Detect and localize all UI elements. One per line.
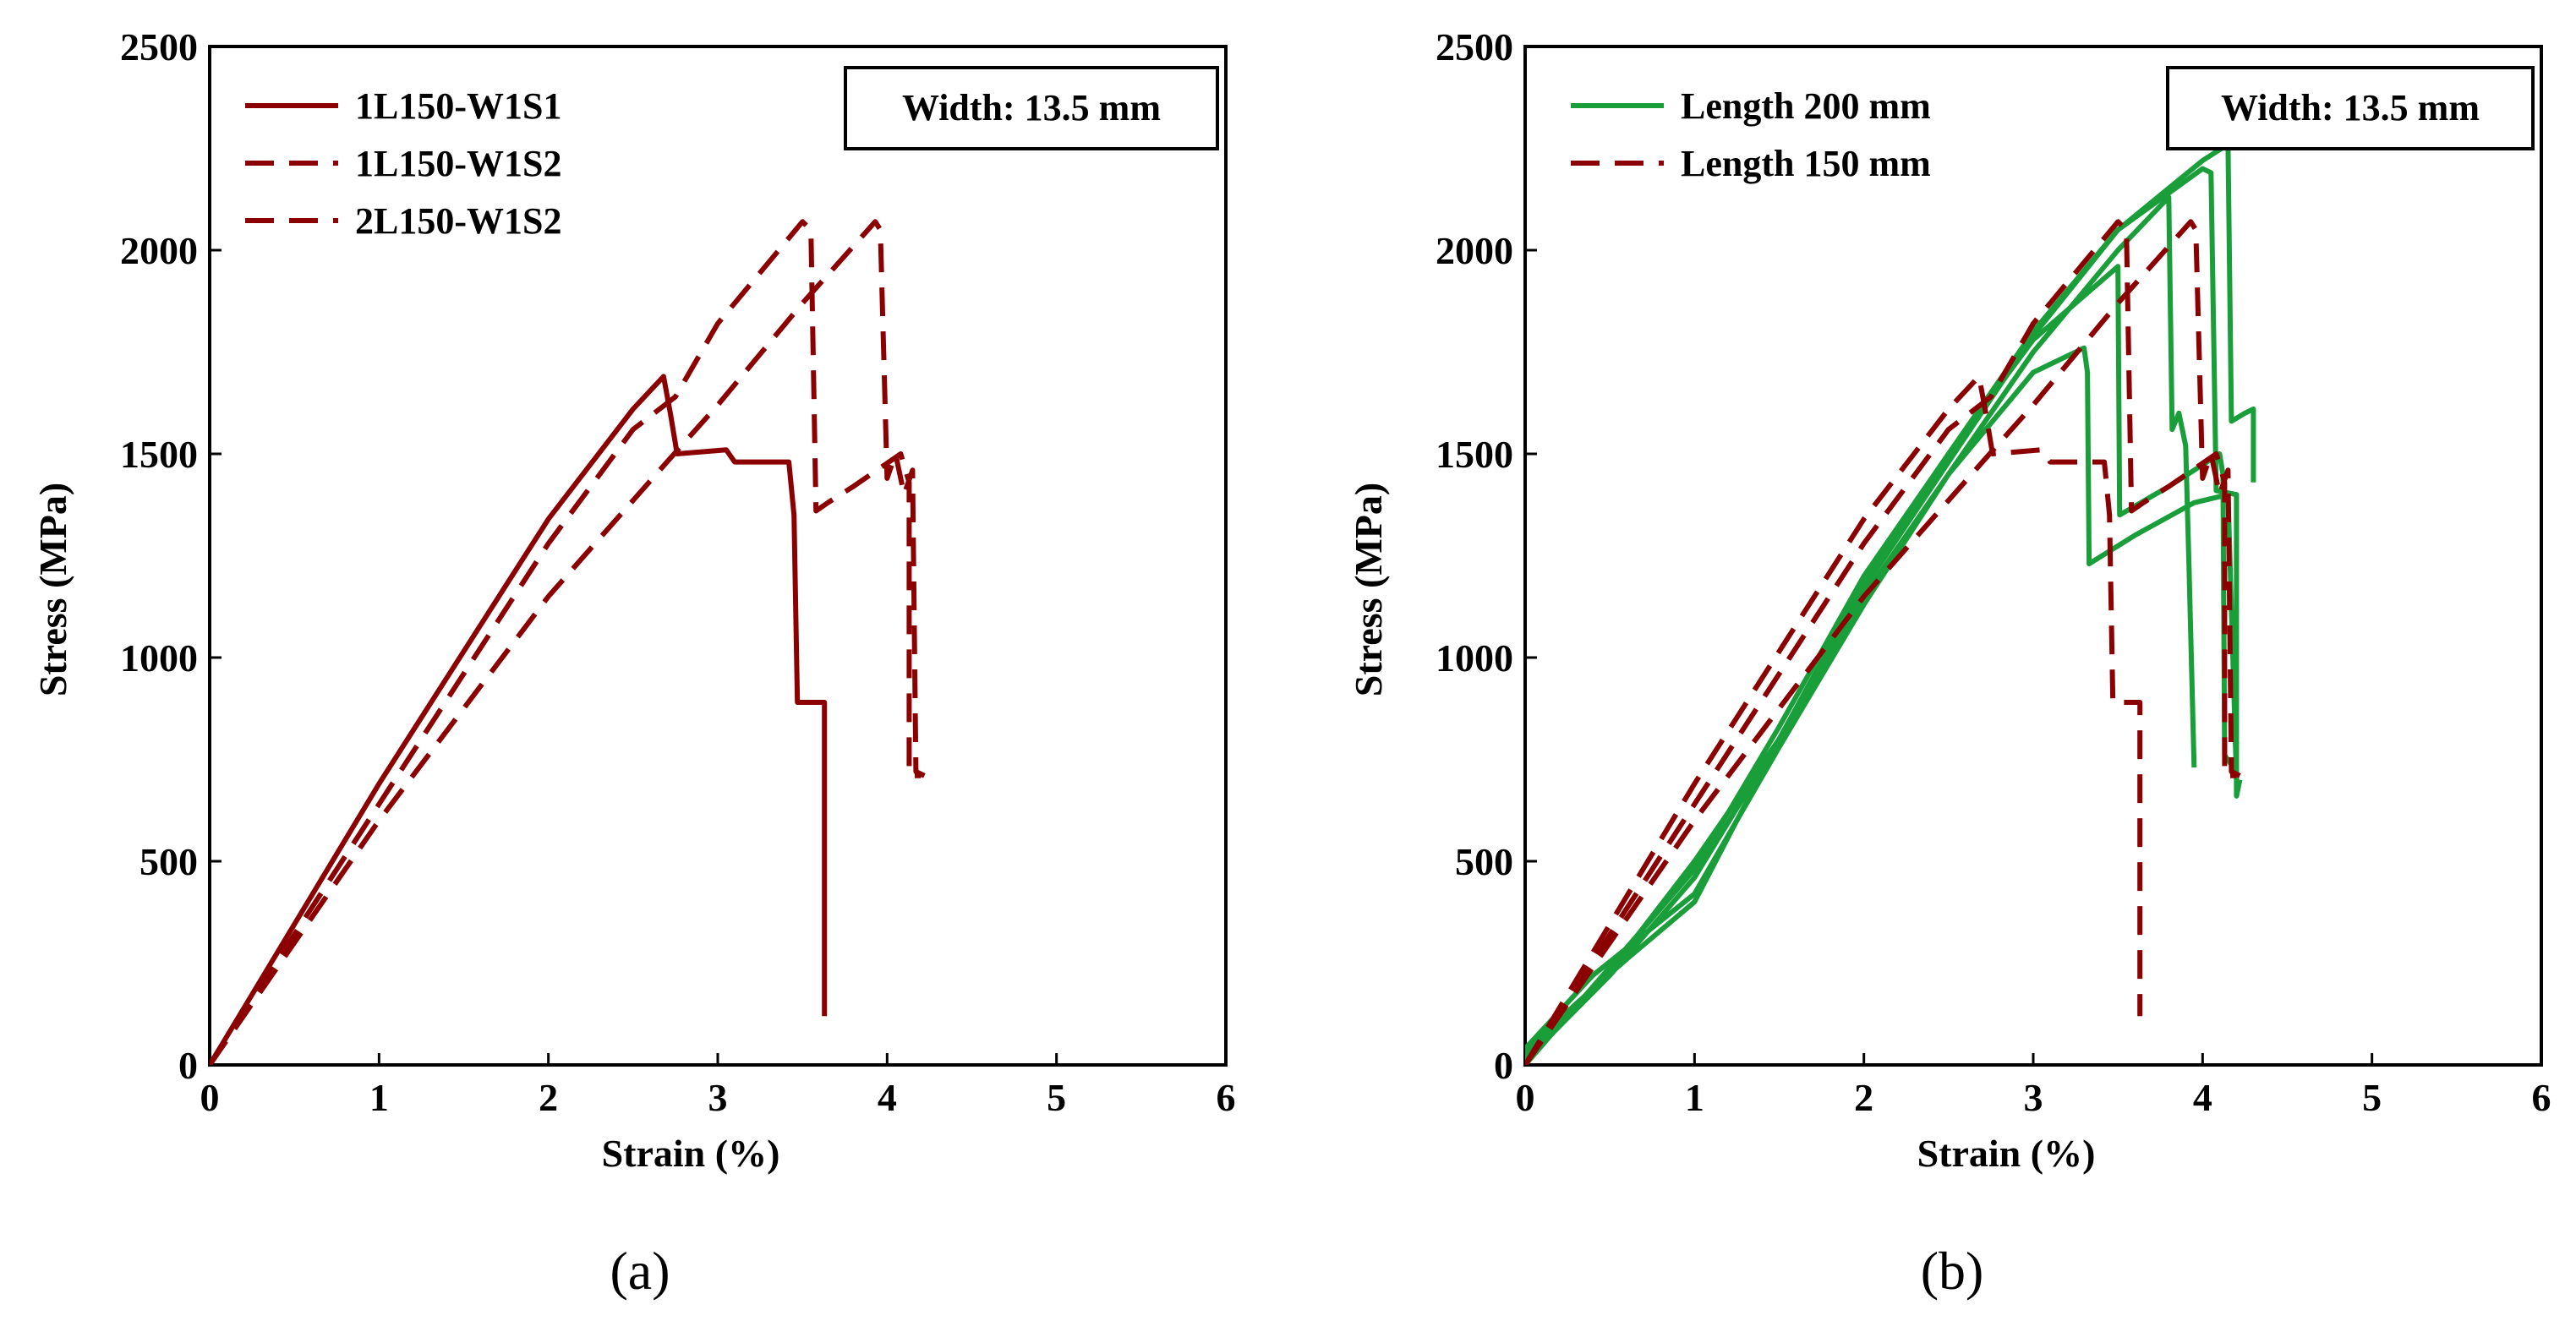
y-tick-label: 0 (178, 1044, 198, 1087)
x-tick-label: 6 (1217, 1076, 1236, 1119)
legend: Length 200 mm Length 150 mm (1571, 85, 1931, 184)
data-layer (1525, 141, 2256, 1065)
series-line-1l150-w1s2 (210, 219, 922, 1065)
x-tick-label: 5 (2362, 1076, 2382, 1119)
series-line-1l150-w1s1 (210, 374, 828, 1065)
y-tick-label: 2500 (1436, 25, 1513, 68)
panel-a: 0 1 2 3 4 5 6 0 500 1000 1500 2000 2500 Strain (%) Str… (31, 25, 1236, 1301)
x-tick-label: 2 (539, 1076, 558, 1119)
x-tick-label: 4 (878, 1076, 897, 1119)
series-line-length-200-mm (1525, 345, 2240, 1055)
legend-entry: 1L150-W1S2 (355, 143, 561, 184)
annotation-text: Width: 13.5 mm (902, 87, 1161, 128)
panel-b: 0 1 2 3 4 5 6 0 500 1000 1500 2000 2500 Strain (%) Str… (1347, 25, 2551, 1301)
legend-entry: Length 150 mm (1681, 143, 1931, 184)
y-axis-label: Stress (MPa) (1347, 483, 1390, 696)
y-tick-label: 500 (1455, 840, 1513, 883)
series-line-length-200-mm (1525, 194, 2197, 1051)
plot-frame (1523, 45, 2543, 1067)
series-line-length-200-mm (1525, 141, 2256, 1063)
y-tick-label: 1000 (120, 636, 198, 680)
legend-entry: Length 200 mm (1681, 85, 1931, 127)
subfigure-label: (a) (610, 1241, 670, 1301)
annotation-box (2166, 66, 2535, 150)
y-tick-label: 1500 (120, 433, 198, 476)
x-axis-label: Strain (%) (1917, 1132, 2096, 1175)
x-tick-label: 0 (200, 1076, 220, 1119)
x-tick-label: 3 (708, 1076, 728, 1119)
x-tick-label: 4 (2193, 1076, 2212, 1119)
x-axis-label: Strain (%) (602, 1132, 780, 1175)
y-tick-label: 1500 (1436, 433, 1513, 476)
subfigure-label: (b) (1921, 1241, 1984, 1301)
series-line-2l150-w1s2 (210, 219, 926, 1065)
y-tick-label: 2000 (120, 229, 198, 272)
legend: 1L150-W1S1 1L150-W1S2 2L150-W1S2 (245, 85, 561, 242)
y-tick-label: 2500 (120, 25, 198, 68)
y-tick-label: 1000 (1436, 636, 1513, 680)
series-line-length-150-mm (1525, 219, 2241, 1065)
x-tick-label: 0 (1516, 1076, 1535, 1119)
data-layer (210, 219, 926, 1065)
y-tick-label: 0 (1494, 1044, 1513, 1087)
legend-entry: 2L150-W1S2 (355, 200, 561, 242)
y-axis-label: Stress (MPa) (31, 483, 74, 696)
x-tick-label: 6 (2532, 1076, 2551, 1119)
series-line-length-200-mm (1525, 166, 2243, 1065)
plot-frame (208, 45, 1228, 1067)
x-tick-label: 3 (2024, 1076, 2043, 1119)
x-tick-label: 1 (1685, 1076, 1704, 1119)
series-line-length-150-mm (1525, 374, 2143, 1065)
annotation-text: Width: 13.5 mm (2221, 87, 2480, 128)
y-tick-label: 500 (139, 840, 198, 883)
x-tick-label: 1 (369, 1076, 389, 1119)
x-tick-label: 5 (1047, 1076, 1066, 1119)
annotation-box (844, 66, 1219, 150)
y-tick-label: 2000 (1436, 229, 1513, 272)
series-line-length-150-mm (1525, 219, 2237, 1065)
legend-entry: 1L150-W1S1 (355, 85, 561, 127)
x-tick-label: 2 (1854, 1076, 1873, 1119)
